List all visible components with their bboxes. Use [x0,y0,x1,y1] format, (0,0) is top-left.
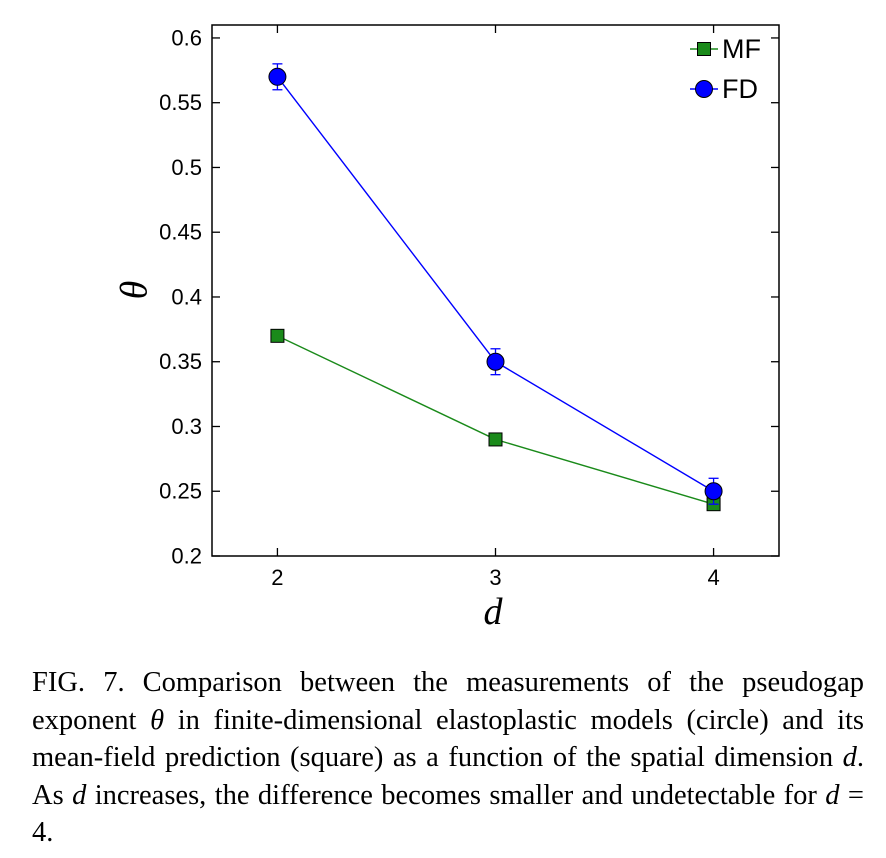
plot-frame [211,24,780,557]
caption-text-5: = 4. [32,779,864,849]
x-tick-label: 2 [271,565,283,590]
caption-theta-symbol: θ [150,704,165,736]
chart: 0.2 0.25 0.3 0.35 0.4 0.45 0.5 0.55 0.6 2 3 4 d θ M… [114,24,780,633]
y-tick-label: 0.45 [159,220,202,245]
data-point-mf [488,432,503,447]
data-point-fd [704,482,723,501]
caption-label: FIG. 7. [32,667,125,698]
legend: MF FD [690,34,761,104]
y-tick-label: 0.3 [171,414,202,439]
data-point-fd [268,67,287,86]
y-axis-label: θ [114,281,156,300]
caption-text-3: . As [32,742,864,811]
caption-d-symbol-2: d [72,779,87,811]
y-tick-label: 0.5 [171,155,202,180]
caption-text-2: in finite-dimensional elastoplastic mode… [32,704,864,774]
y-tick-label: 0.2 [171,544,202,569]
y-tick-label: 0.35 [159,349,202,374]
y-tick-label: 0.6 [171,25,202,50]
series-markers [268,63,723,512]
y-tick-label: 0.25 [159,479,202,504]
data-point-fd [486,352,505,371]
caption-d-symbol-1: d [842,742,857,773]
legend-marker-fd [695,80,713,98]
x-tick-label: 3 [489,565,501,590]
y-tick-label: 0.4 [171,284,202,309]
caption-d-symbol-3: d [825,779,840,811]
caption-text-4: increases, the difference becomes smalle… [86,779,826,811]
caption-text-1: Comparison between the measurements of t… [32,667,864,736]
legend-marker-mf [697,42,711,56]
axes: 0.2 0.25 0.3 0.35 0.4 0.45 0.5 0.55 0.6 2 3 4 [159,25,779,590]
legend-label-mf: MF [722,34,761,64]
x-tick-label: 4 [707,565,719,590]
legend-label-fd: FD [722,74,758,104]
figure-caption: FIG. 7. Comparison between the measuremen… [32,664,864,852]
y-tick-label: 0.55 [159,90,202,115]
series-line-fd [276,76,714,492]
data-point-mf [270,328,285,343]
x-axis-label: d [484,591,504,633]
